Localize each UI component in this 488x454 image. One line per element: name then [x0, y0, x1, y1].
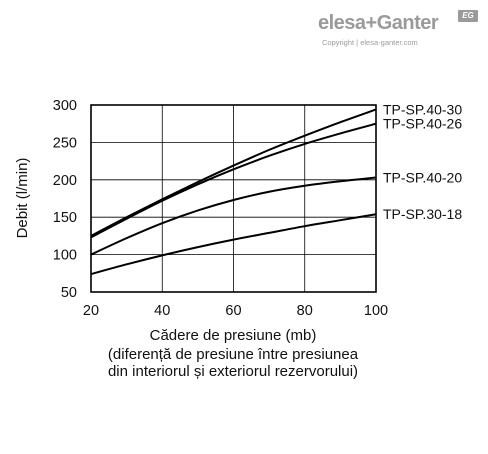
- brand-logo: elesa+Ganter EG Copyright | elesa-ganter…: [318, 10, 483, 50]
- brand-copyright: Copyright | elesa-ganter.com: [322, 38, 418, 47]
- series-label-0: TP-SP.40-30: [383, 101, 462, 117]
- x-tick-0: 20: [83, 303, 99, 319]
- x-axis-label-line2: (diferență de presiune între presiunea: [108, 346, 359, 363]
- x-tick-3: 80: [297, 303, 313, 319]
- x-axis-label-line3: din interiorul și exteriorul rezervorulu…: [108, 363, 358, 380]
- brand-badge: EG: [458, 10, 478, 22]
- series-lines: [90, 108, 377, 276]
- x-axis-label: Cădere de presiune (mb): [150, 327, 317, 344]
- series-line-0: [90, 108, 377, 237]
- x-tick-4: 100: [364, 303, 388, 319]
- grid-lines: [91, 105, 376, 292]
- series-label-2: TP-SP.40-20: [383, 170, 462, 186]
- y-tick-2: 150: [53, 210, 77, 226]
- series-line-1: [90, 122, 377, 239]
- series-line-3: [90, 213, 377, 276]
- series-label-3: TP-SP.30-18: [383, 206, 462, 222]
- x-tick-labels: 20 40 60 80 100: [83, 303, 388, 319]
- y-tick-1: 100: [53, 248, 77, 264]
- y-axis-label: Debit (l/min): [14, 158, 31, 239]
- x-tick-1: 40: [154, 303, 170, 319]
- plot-frame: [90, 104, 377, 293]
- y-tick-3: 200: [53, 173, 77, 189]
- y-tick-5: 300: [53, 98, 77, 114]
- x-tick-2: 60: [225, 303, 241, 319]
- y-tick-labels: 50 100 150 200 250 300: [53, 98, 77, 301]
- y-tick-4: 250: [53, 135, 77, 151]
- y-tick-0: 50: [61, 285, 77, 301]
- series-line-2: [90, 176, 377, 256]
- series-label-1: TP-SP.40-26: [383, 116, 462, 132]
- brand-name: elesa+Ganter: [318, 12, 439, 34]
